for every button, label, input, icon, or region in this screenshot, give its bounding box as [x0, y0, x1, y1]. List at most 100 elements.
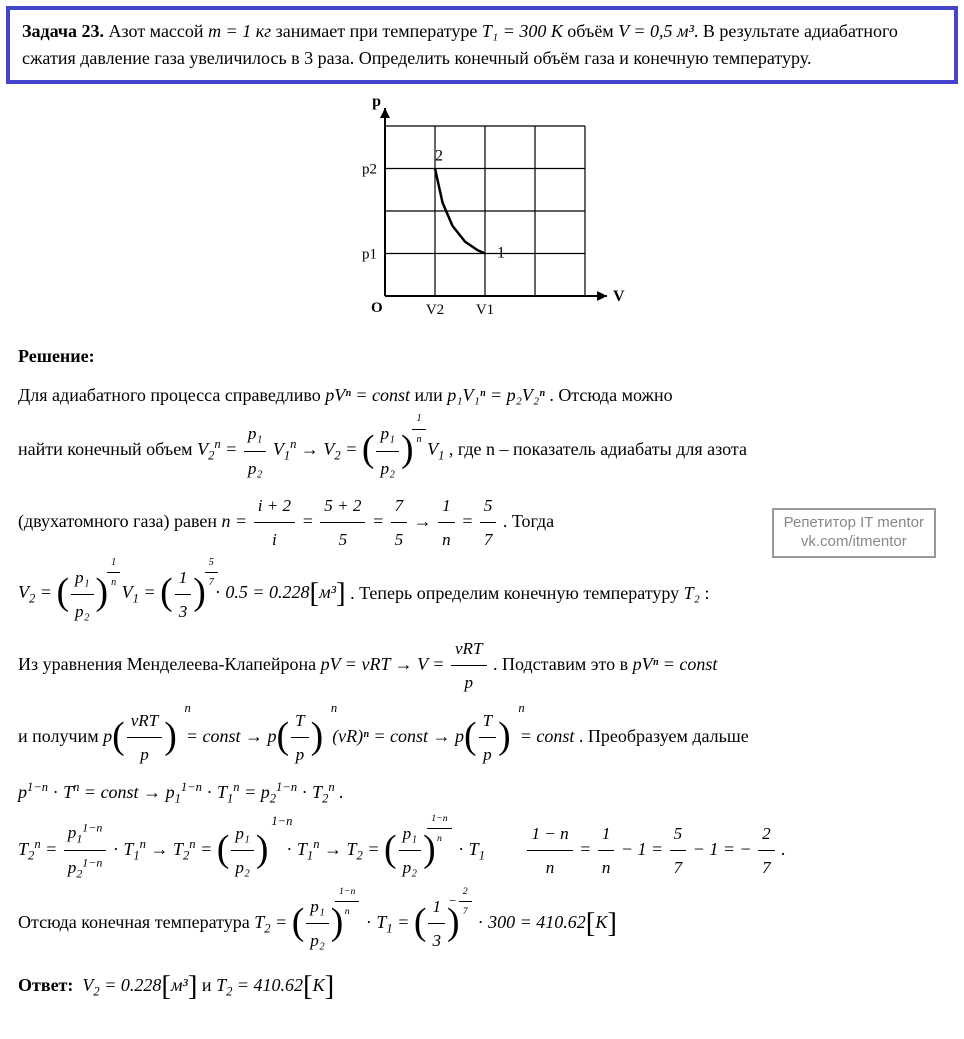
eq-t2n: T2n = p11−np21−n · T1n → T2n = (p₁p₂)1−n…	[18, 839, 786, 859]
p: p	[483, 745, 492, 764]
p2: p₂	[380, 459, 395, 478]
p: p	[296, 745, 305, 764]
solution-line-8: T2n = p11−np21−n · T1n → T2n = (p₁p₂)1−n…	[18, 816, 946, 886]
den: 5	[391, 523, 408, 556]
watermark-box: Репетитор IT mentor vk.com/itmentor	[772, 508, 936, 558]
num: 1	[428, 890, 445, 924]
unit: м³	[319, 582, 336, 602]
svg-text:p1: p1	[362, 247, 377, 263]
answer-v2: V2 = 0.228[м³]	[82, 975, 202, 995]
text: , где n – показатель адиабаты для азота	[449, 439, 747, 459]
t1-value: T₁ = 300 К	[482, 21, 563, 41]
unit: м³	[171, 975, 188, 995]
num: 5 + 2	[320, 489, 365, 523]
p1: p₁	[75, 568, 90, 587]
text: (двухатомного газа) равен	[18, 511, 222, 531]
den: 5	[320, 523, 365, 556]
solution-title: Решение:	[18, 339, 946, 374]
text: и получим	[18, 726, 103, 746]
watermark-line2: vk.com/itmentor	[784, 533, 924, 552]
mass-value: m = 1 кг	[208, 21, 271, 41]
den: 3	[428, 924, 445, 957]
p2: p₂	[403, 858, 418, 877]
problem-text-3: объём	[563, 21, 618, 41]
solution-line-5: Из уравнения Менделеева-Клапейрона pV = …	[18, 632, 946, 700]
problem-text-2: занимает при температуре	[271, 21, 482, 41]
v2res: 0.228	[269, 582, 310, 602]
p1: p₁	[235, 824, 250, 843]
num: 1	[175, 561, 192, 595]
text: . Преобразуем дальше	[579, 726, 749, 746]
t2res: 410.62	[536, 912, 586, 932]
answer-label: Ответ:	[18, 975, 73, 995]
eq-v2-calc: V2 = (p₁p₂)1n V1 = (13)57 · 0.5 = 0.228[…	[18, 582, 350, 602]
den: 3	[175, 595, 192, 628]
num: 5	[480, 489, 497, 523]
eq-pt: p1−n · Tn = const → p11−n · T1n = p21−n …	[18, 782, 344, 802]
svg-text:V2: V2	[426, 302, 444, 318]
and: и	[202, 975, 216, 995]
p2: p₂	[75, 602, 90, 621]
svg-text:V: V	[613, 288, 625, 305]
eq-mendeleev: pV = νRT → V = νRTp	[321, 654, 493, 674]
unit: K	[313, 975, 325, 995]
p1: p₁	[380, 424, 395, 443]
solution-body: Решение: Для адиабатного процесса справе…	[0, 339, 964, 1024]
problem-text-1: Азот массой	[109, 21, 209, 41]
v2: 0.228	[121, 975, 162, 995]
unit: K	[595, 912, 607, 932]
pv-diagram-container: VpOV2V1p1p212	[0, 96, 964, 331]
nur: (νR)ⁿ	[332, 726, 369, 746]
watermark-line1: Репетитор IT mentor	[784, 514, 924, 533]
eq-v2n: V2n = p₁p₂ V1n → V2 = (p₁p₂)1n V1	[197, 439, 449, 459]
svg-text:2: 2	[435, 148, 443, 165]
text: . Отсюда можно	[549, 385, 672, 405]
p2: p₂	[310, 931, 325, 950]
num: 2	[758, 817, 775, 851]
text: Отсюда конечная температура	[18, 912, 254, 932]
problem-label: Задача 23.	[22, 21, 104, 41]
svg-text:V1: V1	[476, 302, 494, 318]
den: 7	[758, 851, 775, 884]
solution-line-4: V2 = (p₁p₂)1n V1 = (13)57 · 0.5 = 0.228[…	[18, 561, 946, 629]
colon: :	[700, 582, 710, 602]
t1val: 300	[488, 912, 515, 932]
eq-n: n = i + 2i = 5 + 25 = 75 → 1n = 57	[222, 511, 503, 531]
solution-line-7: p1−n · Tn = const → p11−n · T1n = p21−n …	[18, 775, 946, 811]
t2: 410.62	[254, 975, 304, 995]
num: 1	[438, 489, 455, 523]
p2: p₂	[235, 858, 250, 877]
eq-pvn: pVⁿ = const	[633, 654, 718, 674]
T: T	[295, 711, 305, 730]
p1: p₁	[310, 897, 325, 916]
answer-line: Ответ: V2 = 0.228[м³] и T2 = 410.62[K]	[18, 968, 946, 1004]
problem-statement-box: Задача 23. Азот массой m = 1 кг занимает…	[6, 6, 958, 84]
text: найти конечный объем	[18, 439, 197, 459]
svg-text:p2: p2	[362, 162, 377, 178]
text: Для адиабатного процесса справедливо	[18, 385, 325, 405]
answer-t2: T2 = 410.62[K]	[216, 975, 334, 995]
solution-line-2: найти конечный объем V2n = p₁p₂ V1n → V2…	[18, 417, 946, 485]
den: i	[272, 530, 277, 549]
text: . Теперь определим конечную температуру	[350, 582, 684, 602]
num: 7	[391, 489, 408, 523]
text: . Подставим это в	[493, 654, 633, 674]
num: i + 2	[258, 496, 291, 515]
p1: p₁	[248, 424, 263, 443]
text: Из уравнения Менделеева-Клапейрона	[18, 654, 321, 674]
v1val: 0.5	[225, 582, 248, 602]
svg-text:p: p	[372, 96, 381, 110]
solution-line-6: и получим p(νRTp)n = const → p(Tp)n (νR)…	[18, 704, 946, 772]
p1: p₁	[403, 824, 418, 843]
v-value: V = 0,5 м³	[618, 21, 694, 41]
eq-derive: p(νRTp)n = const → p(Tp)n (νR)ⁿ = const …	[103, 726, 579, 746]
T: T	[483, 711, 493, 730]
text: или	[415, 385, 448, 405]
den: n	[442, 530, 451, 549]
t2: T₂	[684, 582, 700, 602]
eq-t2-final: T2 = (p₁p₂)1−nn · T1 = (13)−27 · 300 = 4…	[254, 912, 617, 932]
den: 7	[480, 523, 497, 556]
pv-diagram: VpOV2V1p1p212	[327, 96, 637, 326]
text: . Тогда	[503, 511, 554, 531]
eq-adiabat: pVⁿ = const	[325, 385, 410, 405]
